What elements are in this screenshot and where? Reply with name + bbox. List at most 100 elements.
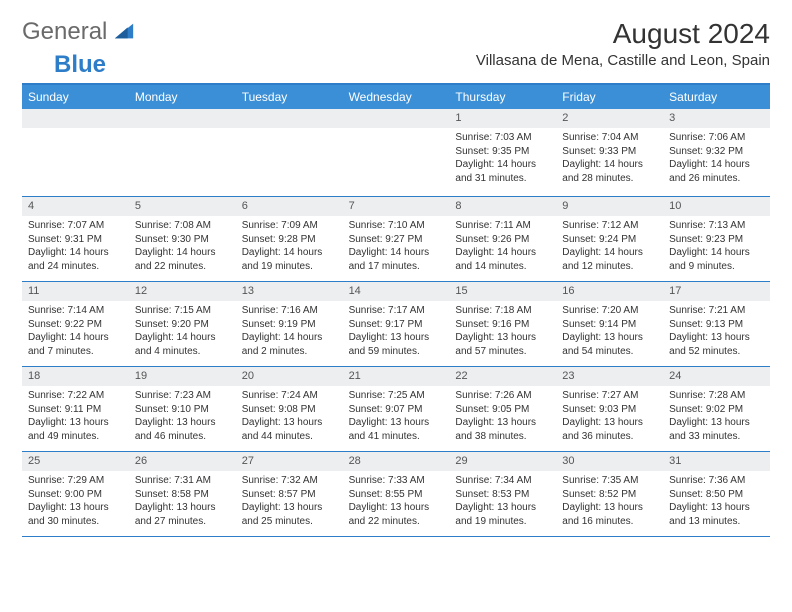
daylight-text: and 24 minutes. xyxy=(28,260,123,274)
day-header-cell: Thursday xyxy=(449,85,556,109)
day-cell: 9Sunrise: 7:12 AMSunset: 9:24 PMDaylight… xyxy=(556,197,663,281)
day-body: Sunrise: 7:17 AMSunset: 9:17 PMDaylight:… xyxy=(343,301,450,363)
day-number: 3 xyxy=(663,109,770,128)
day-body: Sunrise: 7:16 AMSunset: 9:19 PMDaylight:… xyxy=(236,301,343,363)
week-row: 18Sunrise: 7:22 AMSunset: 9:11 PMDayligh… xyxy=(22,367,770,452)
daylight-text: and 13 minutes. xyxy=(669,515,764,529)
daylight-text: Daylight: 13 hours xyxy=(455,501,550,515)
sunset-text: Sunset: 8:57 PM xyxy=(242,488,337,502)
daylight-text: and 44 minutes. xyxy=(242,430,337,444)
day-cell: 17Sunrise: 7:21 AMSunset: 9:13 PMDayligh… xyxy=(663,282,770,366)
daylight-text: Daylight: 14 hours xyxy=(242,331,337,345)
day-body: Sunrise: 7:03 AMSunset: 9:35 PMDaylight:… xyxy=(449,128,556,190)
sunrise-text: Sunrise: 7:14 AM xyxy=(28,304,123,318)
sunrise-text: Sunrise: 7:15 AM xyxy=(135,304,230,318)
day-body: Sunrise: 7:26 AMSunset: 9:05 PMDaylight:… xyxy=(449,386,556,448)
day-cell: 27Sunrise: 7:32 AMSunset: 8:57 PMDayligh… xyxy=(236,452,343,536)
daylight-text: and 28 minutes. xyxy=(562,172,657,186)
daylight-text: and 19 minutes. xyxy=(242,260,337,274)
day-header-cell: Tuesday xyxy=(236,85,343,109)
daylight-text: and 22 minutes. xyxy=(349,515,444,529)
day-cell: 1Sunrise: 7:03 AMSunset: 9:35 PMDaylight… xyxy=(449,109,556,196)
sunrise-text: Sunrise: 7:08 AM xyxy=(135,219,230,233)
day-cell: 6Sunrise: 7:09 AMSunset: 9:28 PMDaylight… xyxy=(236,197,343,281)
day-header-cell: Wednesday xyxy=(343,85,450,109)
daylight-text: Daylight: 14 hours xyxy=(242,246,337,260)
day-number xyxy=(22,109,129,128)
day-number: 15 xyxy=(449,282,556,301)
day-number: 26 xyxy=(129,452,236,471)
day-body: Sunrise: 7:22 AMSunset: 9:11 PMDaylight:… xyxy=(22,386,129,448)
week-row: 1Sunrise: 7:03 AMSunset: 9:35 PMDaylight… xyxy=(22,109,770,197)
day-body: Sunrise: 7:27 AMSunset: 9:03 PMDaylight:… xyxy=(556,386,663,448)
sunrise-text: Sunrise: 7:06 AM xyxy=(669,131,764,145)
day-cell: 20Sunrise: 7:24 AMSunset: 9:08 PMDayligh… xyxy=(236,367,343,451)
day-cell: 12Sunrise: 7:15 AMSunset: 9:20 PMDayligh… xyxy=(129,282,236,366)
day-cell: 10Sunrise: 7:13 AMSunset: 9:23 PMDayligh… xyxy=(663,197,770,281)
day-number: 7 xyxy=(343,197,450,216)
daylight-text: and 22 minutes. xyxy=(135,260,230,274)
daylight-text: and 57 minutes. xyxy=(455,345,550,359)
logo-word1: General xyxy=(22,18,107,46)
day-body: Sunrise: 7:06 AMSunset: 9:32 PMDaylight:… xyxy=(663,128,770,190)
sunrise-text: Sunrise: 7:32 AM xyxy=(242,474,337,488)
sunset-text: Sunset: 9:35 PM xyxy=(455,145,550,159)
sunset-text: Sunset: 8:52 PM xyxy=(562,488,657,502)
day-header-row: SundayMondayTuesdayWednesdayThursdayFrid… xyxy=(22,85,770,109)
sunrise-text: Sunrise: 7:10 AM xyxy=(349,219,444,233)
sunset-text: Sunset: 9:14 PM xyxy=(562,318,657,332)
day-number xyxy=(129,109,236,128)
day-body: Sunrise: 7:09 AMSunset: 9:28 PMDaylight:… xyxy=(236,216,343,278)
sunset-text: Sunset: 8:53 PM xyxy=(455,488,550,502)
day-body: Sunrise: 7:10 AMSunset: 9:27 PMDaylight:… xyxy=(343,216,450,278)
sunset-text: Sunset: 8:58 PM xyxy=(135,488,230,502)
day-number: 14 xyxy=(343,282,450,301)
sunrise-text: Sunrise: 7:18 AM xyxy=(455,304,550,318)
daylight-text: and 36 minutes. xyxy=(562,430,657,444)
daylight-text: and 33 minutes. xyxy=(669,430,764,444)
sunset-text: Sunset: 9:27 PM xyxy=(349,233,444,247)
day-number xyxy=(236,109,343,128)
day-body: Sunrise: 7:04 AMSunset: 9:33 PMDaylight:… xyxy=(556,128,663,190)
day-number: 22 xyxy=(449,367,556,386)
day-cell: 16Sunrise: 7:20 AMSunset: 9:14 PMDayligh… xyxy=(556,282,663,366)
daylight-text: and 31 minutes. xyxy=(455,172,550,186)
sunrise-text: Sunrise: 7:24 AM xyxy=(242,389,337,403)
day-cell: 25Sunrise: 7:29 AMSunset: 9:00 PMDayligh… xyxy=(22,452,129,536)
sunset-text: Sunset: 9:08 PM xyxy=(242,403,337,417)
daylight-text: Daylight: 14 hours xyxy=(349,246,444,260)
daylight-text: and 38 minutes. xyxy=(455,430,550,444)
daylight-text: Daylight: 13 hours xyxy=(349,416,444,430)
daylight-text: Daylight: 13 hours xyxy=(242,416,337,430)
day-number: 10 xyxy=(663,197,770,216)
logo: General xyxy=(22,18,137,46)
day-number: 11 xyxy=(22,282,129,301)
daylight-text: Daylight: 13 hours xyxy=(28,501,123,515)
daylight-text: Daylight: 14 hours xyxy=(562,158,657,172)
sunset-text: Sunset: 9:00 PM xyxy=(28,488,123,502)
day-number: 18 xyxy=(22,367,129,386)
sunset-text: Sunset: 9:23 PM xyxy=(669,233,764,247)
day-body: Sunrise: 7:12 AMSunset: 9:24 PMDaylight:… xyxy=(556,216,663,278)
day-number: 5 xyxy=(129,197,236,216)
day-number: 2 xyxy=(556,109,663,128)
sunset-text: Sunset: 9:07 PM xyxy=(349,403,444,417)
day-body: Sunrise: 7:11 AMSunset: 9:26 PMDaylight:… xyxy=(449,216,556,278)
day-cell: 29Sunrise: 7:34 AMSunset: 8:53 PMDayligh… xyxy=(449,452,556,536)
day-cell: 5Sunrise: 7:08 AMSunset: 9:30 PMDaylight… xyxy=(129,197,236,281)
week-row: 11Sunrise: 7:14 AMSunset: 9:22 PMDayligh… xyxy=(22,282,770,367)
daylight-text: Daylight: 14 hours xyxy=(669,158,764,172)
sunrise-text: Sunrise: 7:28 AM xyxy=(669,389,764,403)
day-body xyxy=(129,128,236,196)
daylight-text: Daylight: 13 hours xyxy=(349,331,444,345)
day-cell: 21Sunrise: 7:25 AMSunset: 9:07 PMDayligh… xyxy=(343,367,450,451)
day-number: 24 xyxy=(663,367,770,386)
week-row: 4Sunrise: 7:07 AMSunset: 9:31 PMDaylight… xyxy=(22,197,770,282)
day-number: 6 xyxy=(236,197,343,216)
day-number: 16 xyxy=(556,282,663,301)
day-cell: 23Sunrise: 7:27 AMSunset: 9:03 PMDayligh… xyxy=(556,367,663,451)
daylight-text: and 17 minutes. xyxy=(349,260,444,274)
day-body xyxy=(22,128,129,196)
day-cell: 3Sunrise: 7:06 AMSunset: 9:32 PMDaylight… xyxy=(663,109,770,196)
daylight-text: and 54 minutes. xyxy=(562,345,657,359)
